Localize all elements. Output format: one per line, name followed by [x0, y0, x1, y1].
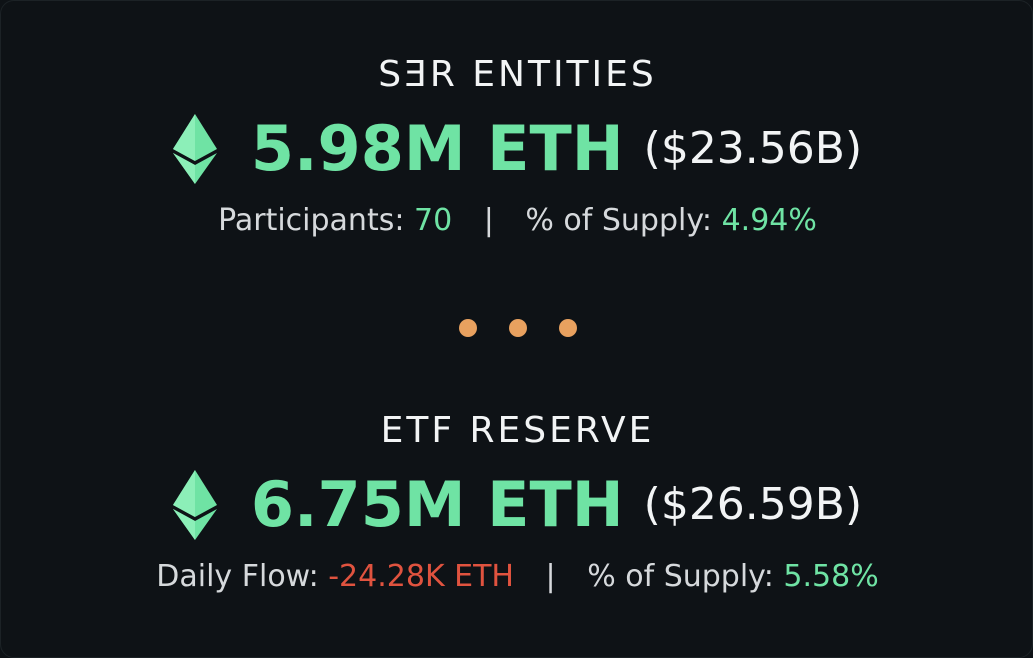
participants-value: 70: [413, 203, 453, 238]
daily-flow-value: -24.28K ETH: [328, 559, 514, 594]
amount-row: 5.98M ETH ($23.56B): [1, 109, 1033, 189]
ethereum-icon: [172, 470, 217, 540]
dot: [458, 319, 477, 337]
stats-row: Participants: 70 | % of Supply: 4.94%: [1, 201, 1033, 241]
amount-row: 6.75M ETH ($26.59B): [1, 465, 1033, 545]
stats-separator: |: [483, 203, 494, 238]
ellipsis-dots-icon: [1, 319, 1033, 337]
ethereum-icon: [172, 114, 217, 184]
dot: [508, 319, 527, 337]
section-title: SƎR ENTITIES: [378, 54, 657, 95]
stats-row: Daily Flow: -24.28K ETH | % of Supply: 5…: [1, 557, 1033, 597]
supply-label: % of Supply:: [525, 203, 713, 238]
usd-value: ($23.56B): [643, 123, 863, 174]
daily-flow-label: Daily Flow:: [156, 559, 319, 594]
strategic-entities-section: SƎR ENTITIES 5.98M ETH ($23.56B) Partici…: [1, 53, 1033, 241]
section-title: ETF RESERVE: [380, 410, 655, 451]
etf-reserve-section: ETF RESERVE 6.75M ETH ($26.59B) Daily Fl…: [1, 409, 1033, 597]
eth-amount: 5.98M ETH: [250, 112, 624, 185]
participants-label: Participants:: [218, 203, 405, 238]
supply-value: 5.58%: [783, 559, 879, 594]
eth-amount: 6.75M ETH: [250, 468, 624, 541]
usd-value: ($26.59B): [643, 479, 863, 530]
supply-value: 4.94%: [721, 203, 817, 238]
stats-separator: |: [545, 559, 556, 594]
dot: [558, 319, 577, 337]
supply-label: % of Supply:: [587, 559, 774, 594]
